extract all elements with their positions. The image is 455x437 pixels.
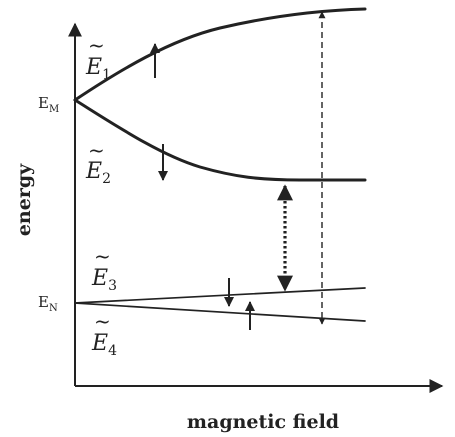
y-axis-label: energy [13, 163, 35, 236]
state-label-e4: E4 [91, 331, 117, 359]
curve-e1 [73, 7, 367, 102]
axes [68, 22, 444, 393]
level-label-em: EM [38, 94, 59, 115]
energy-curves [73, 7, 367, 322]
tilde-e2: ~ [88, 138, 105, 162]
tilde-e3: ~ [94, 244, 111, 268]
curve-e2 [73, 98, 367, 182]
transitions [277, 11, 326, 325]
level-label-en: EN [38, 293, 58, 314]
x-axis-label: magnetic field [187, 411, 339, 433]
tilde-e1: ~ [88, 33, 105, 57]
state-label-e1: E1 [85, 55, 111, 83]
state-label-e3: E3 [91, 266, 117, 294]
curve-e4 [74, 302, 366, 322]
spin-arrows [150, 43, 255, 330]
tilde-e4: ~ [94, 309, 111, 333]
curve-e3 [74, 287, 366, 304]
state-labels: E1 ~ E2 ~ E3 ~ E4 ~ [85, 33, 117, 359]
state-label-e2: E2 [85, 159, 111, 187]
